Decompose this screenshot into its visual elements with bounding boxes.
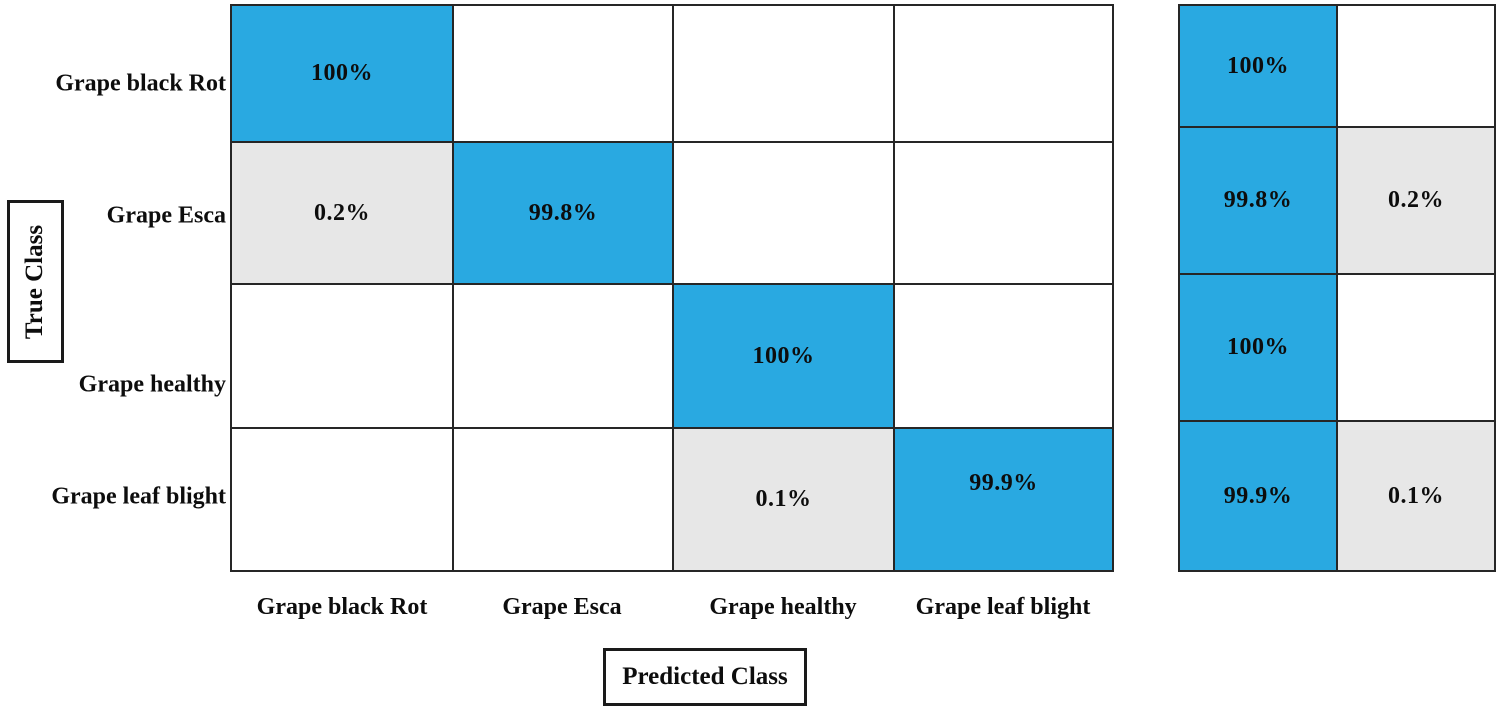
summary-cell-r0-tpr: 100%	[1180, 6, 1336, 126]
matrix-cell-r1c3	[895, 143, 1112, 283]
x-axis-title-box: Predicted Class	[603, 648, 807, 706]
x-axis-title: Predicted Class	[622, 663, 788, 690]
matrix-cell-r2c3	[895, 285, 1112, 427]
matrix-cell-r3c1	[454, 429, 672, 570]
col-label-grape-leaf-blight: Grape leaf blight	[915, 594, 1091, 620]
matrix-cell-r3c2: 0.1%	[674, 429, 893, 570]
matrix-cell-r1c1: 99.8%	[454, 143, 672, 283]
matrix-cell-r0c0: 100%	[232, 6, 452, 141]
matrix-cell-r2c1	[454, 285, 672, 427]
summary-cell-r3-tpr: 99.9%	[1180, 422, 1336, 570]
summary-cell-r2-tpr: 100%	[1180, 275, 1336, 420]
col-label-grape-healthy: Grape healthy	[709, 594, 857, 620]
row-label-grape-leaf-blight: Grape leaf blight	[51, 483, 226, 510]
summary-cell-r0-fnr	[1338, 6, 1494, 126]
y-axis-title-box: True Class	[7, 200, 64, 363]
matrix-cell-r3c3: 99.9%	[895, 429, 1112, 570]
row-label-grape-healthy: Grape healthy	[78, 371, 226, 398]
col-label-grape-black-rot: Grape black Rot	[256, 594, 428, 620]
summary-cell-r3-fnr: 0.1%	[1338, 422, 1494, 570]
col-label-grape-esca: Grape Esca	[502, 594, 622, 620]
matrix-cell-r1c2	[674, 143, 893, 283]
summary-cell-r1-tpr: 99.8%	[1180, 128, 1336, 273]
matrix-cell-r2c0	[232, 285, 452, 427]
summary-cell-r2-fnr	[1338, 275, 1494, 420]
matrix-cell-r0c1	[454, 6, 672, 141]
row-labels: Grape black Rot Grape Esca Grape healthy…	[0, 0, 226, 572]
matrix-cell-r0c2	[674, 6, 893, 141]
main-confusion-matrix: 100% 0.2% 99.8% 100% 0.1% 99.9%	[230, 4, 1114, 572]
summary-cell-r1-fnr: 0.2%	[1338, 128, 1494, 273]
summary-matrix: 100% 99.8% 0.2% 100% 99.9% 0.1%	[1178, 4, 1496, 572]
row-label-grape-esca: Grape Esca	[106, 202, 226, 229]
matrix-cell-r1c0: 0.2%	[232, 143, 452, 283]
row-label-grape-black-rot: Grape black Rot	[55, 70, 226, 97]
matrix-cell-r2c2: 100%	[674, 285, 893, 427]
matrix-cell-r0c3	[895, 6, 1112, 141]
matrix-cell-r3c0	[232, 429, 452, 570]
